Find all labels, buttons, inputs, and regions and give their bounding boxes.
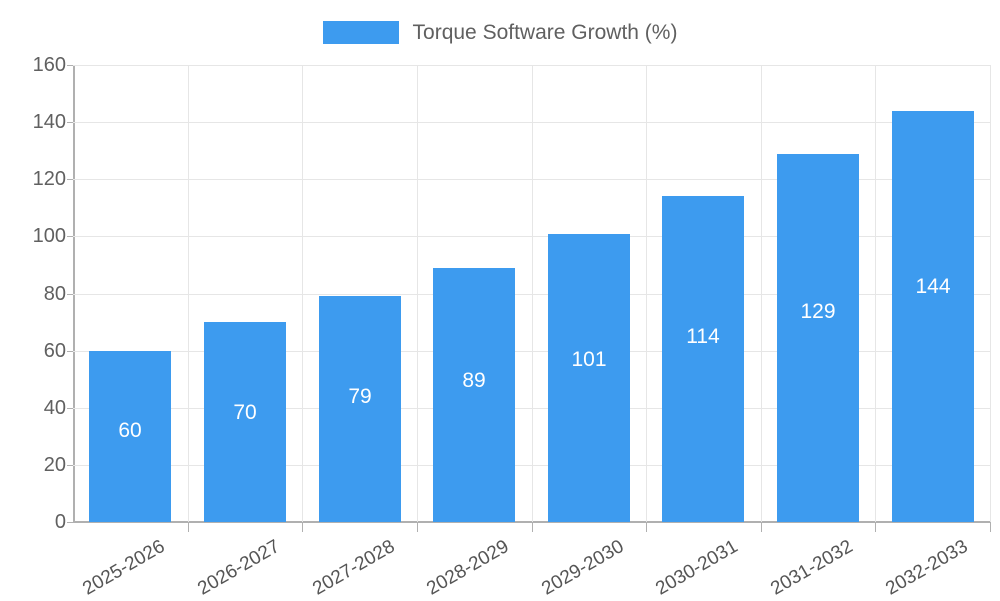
x-gridline <box>532 65 533 522</box>
y-axis-tick-mark <box>67 65 73 66</box>
legend-color-swatch <box>322 20 399 44</box>
bar[interactable]: 89 <box>433 267 515 522</box>
x-axis-tick-label: 2028-2029 <box>423 536 513 600</box>
bar-value-label: 144 <box>915 274 951 298</box>
x-gridline <box>761 65 762 522</box>
x-axis-tick-mark <box>302 523 303 532</box>
y-gridline <box>73 522 990 523</box>
x-axis-tick-mark <box>990 523 991 532</box>
y-axis-tick-mark <box>67 236 73 238</box>
y-axis-tick-mark <box>67 522 73 523</box>
y-gridline <box>73 407 990 409</box>
y-axis-tick-label: 120 <box>32 168 66 191</box>
y-axis-tick-label: 80 <box>43 282 66 305</box>
x-gridline <box>875 65 876 522</box>
bar-value-label: 60 <box>118 418 142 442</box>
y-axis-tick-label: 60 <box>43 339 66 362</box>
y-gridline <box>73 236 990 238</box>
y-axis-tick-mark <box>67 464 73 466</box>
y-gridline <box>73 293 990 295</box>
x-axis-tick-label: 2026-2027 <box>194 536 284 600</box>
y-axis-tick-label: 140 <box>32 111 66 134</box>
x-axis-tick-mark <box>761 523 762 532</box>
plot-area: 60 70 79 89 101 114 129 144 <box>73 65 991 523</box>
x-axis-tick-mark <box>188 523 189 532</box>
y-gridline <box>73 179 990 181</box>
bar[interactable]: 101 <box>548 233 630 522</box>
y-gridline <box>73 464 990 466</box>
x-axis-tick-label: 2025-2026 <box>79 536 169 600</box>
y-axis-tick-label: 40 <box>43 396 66 419</box>
x-axis-tick-mark <box>532 523 533 532</box>
x-axis-tick-mark <box>875 523 876 532</box>
bar-value-label: 129 <box>800 299 836 323</box>
bar[interactable]: 79 <box>319 296 401 522</box>
x-gridline <box>646 65 647 522</box>
bar[interactable]: 60 <box>89 350 171 522</box>
y-gridline <box>73 65 990 66</box>
bar-value-label: 101 <box>571 347 607 371</box>
bar[interactable]: 70 <box>204 322 286 522</box>
legend-item-label: Torque Software Growth (%) <box>412 20 678 44</box>
y-axis-tick-mark <box>67 350 73 352</box>
x-axis-tick-label: 2030-2031 <box>652 536 742 600</box>
y-axis-tick-mark <box>67 407 73 409</box>
y-axis-tick-label: 0 <box>54 511 66 533</box>
y-axis: 0 20 40 60 80 100 120 140 160 <box>0 0 73 600</box>
x-axis-tick-label: 2032-2033 <box>882 536 972 600</box>
x-axis-tick-mark <box>417 523 418 532</box>
x-axis-tick-label: 2027-2028 <box>309 536 399 600</box>
x-gridline <box>990 65 991 522</box>
x-axis-tick-label: 2031-2032 <box>767 536 857 600</box>
bar-value-label: 79 <box>348 385 372 409</box>
bar-value-label: 114 <box>686 325 720 349</box>
bar-value-label: 70 <box>233 401 257 425</box>
x-gridline <box>302 65 303 522</box>
y-axis-tick-label: 100 <box>32 225 66 248</box>
y-gridline <box>73 350 990 352</box>
legend-item-torque-software-growth[interactable]: Torque Software Growth (%) <box>322 20 678 44</box>
y-axis-tick-mark <box>67 293 73 295</box>
y-axis-tick-label: 160 <box>32 54 66 76</box>
x-axis-tick-label: 2029-2030 <box>538 536 628 600</box>
x-gridline <box>188 65 189 522</box>
y-gridline <box>73 122 990 124</box>
bar[interactable]: 129 <box>777 153 859 522</box>
y-axis-tick-label: 20 <box>43 453 66 476</box>
y-axis-tick-mark <box>67 179 73 181</box>
x-gridline <box>417 65 418 522</box>
chart-legend: Torque Software Growth (%) <box>0 12 1000 52</box>
x-axis-tick-mark <box>646 523 647 532</box>
bar[interactable]: 144 <box>892 110 974 522</box>
bar[interactable]: 114 <box>662 196 744 522</box>
y-axis-tick-mark <box>67 122 73 124</box>
bar-value-label: 89 <box>462 368 486 392</box>
